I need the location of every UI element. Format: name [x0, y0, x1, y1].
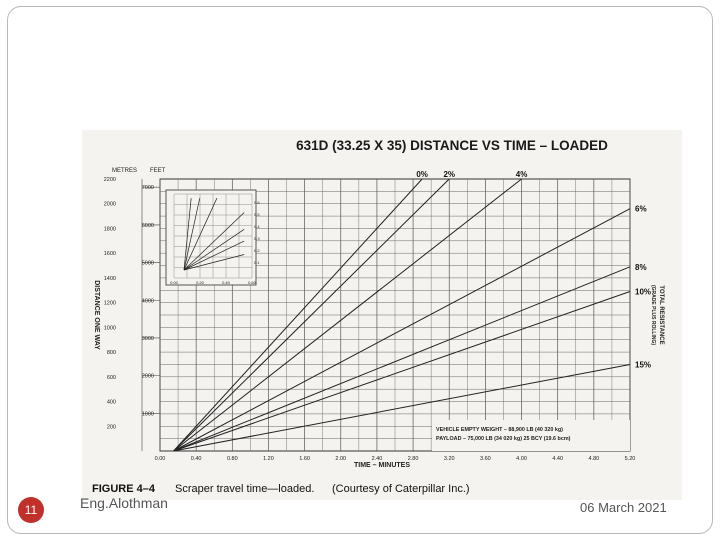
footer-author: Eng.Alothman — [80, 495, 168, 511]
inset-y-tick-label: 0.3 — [254, 236, 260, 241]
y-tick-label-metres: 1000 — [104, 325, 116, 331]
y-tick-label-feet: 2000 — [142, 374, 154, 380]
inset-x-tick-label: 0.20 — [196, 280, 205, 285]
series-line — [173, 178, 522, 452]
y-tick-label-feet: 7000 — [142, 185, 154, 191]
series-line — [173, 208, 631, 452]
inset-series-line — [183, 198, 192, 271]
x-tick-label: 0.80 — [227, 456, 238, 462]
inset-chart: 0.00 0.20 0.40 0.60 0.6 0.5 0.4 0.3 0.2 0.1 — [170, 193, 260, 285]
slide-frame — [7, 6, 713, 534]
inset-series-line — [183, 240, 245, 271]
y-tick-label-feet: 4000 — [142, 298, 154, 304]
y-tick-label-metres: 600 — [107, 375, 116, 381]
y-tick-label-feet: 5000 — [142, 261, 154, 267]
axis-tick-labels: 0.00 0.40 0.80 1.20 1.60 2.00 2.40 2.80 3.20 3.60… — [104, 177, 636, 462]
series-line — [173, 363, 631, 452]
y-tick-label-feet: 3000 — [142, 336, 154, 342]
series-label: 8% — [635, 263, 647, 272]
slide-number-badge: 11 — [18, 497, 44, 523]
series-line — [173, 178, 423, 452]
x-tick-label: 0.40 — [191, 456, 202, 462]
inset-y-tick-label: 0.4 — [254, 224, 260, 229]
series-lines — [173, 178, 631, 452]
series-label: 15% — [635, 360, 651, 369]
x-tick-label: 4.00 — [516, 456, 527, 462]
inset-series-line — [183, 212, 245, 271]
y-tick-label-metres: 200 — [107, 424, 116, 430]
inset-y-tick-label: 0.1 — [254, 260, 260, 265]
series-label: 6% — [635, 205, 647, 214]
inset-x-tick-label: 0.00 — [170, 280, 179, 285]
x-tick-label: 2.40 — [372, 456, 383, 462]
series-line — [173, 178, 450, 452]
inset-y-tick-label: 0.5 — [254, 212, 260, 217]
y-axis-label: DISTANCE ONE WAY — [93, 280, 100, 350]
x-tick-label: 4.40 — [552, 456, 563, 462]
figure-caption-label: FIGURE 4–4 — [92, 483, 156, 495]
series-label: 0% — [416, 170, 428, 179]
inset-series-line — [183, 198, 201, 271]
inset-series-line — [183, 228, 245, 271]
inset-series-line — [183, 254, 245, 271]
y-tick-label-metres: 1400 — [104, 276, 116, 282]
feet-header: FEET — [150, 168, 166, 174]
y-tick-label-metres: 1200 — [104, 301, 116, 307]
x-tick-label: 0.00 — [155, 456, 166, 462]
right-label-total-resistance: TOTAL RESISTANCE — [658, 285, 664, 344]
series-line — [173, 266, 631, 452]
annotation-empty-weight: VEHICLE EMPTY WEIGHT – 88,900 LB (40 320… — [436, 427, 563, 433]
annotation-payload: PAYLOAD – 75,000 LB (34 020 kg) 25 BCY (… — [436, 436, 571, 442]
x-tick-label: 1.60 — [299, 456, 310, 462]
inset-y-tick-label: 0.6 — [254, 200, 260, 205]
right-label-grade-rolling: (GRADE PLUS ROLLING) — [650, 285, 656, 345]
inset-y-tick-label: 0.2 — [254, 248, 260, 253]
y-tick-label-metres: 800 — [107, 350, 116, 356]
series-label: 4% — [516, 170, 528, 179]
x-tick-label: 2.80 — [408, 456, 419, 462]
y-tick-label-feet: 6000 — [142, 223, 154, 229]
inset-x-tick-label: 0.60 — [248, 280, 257, 285]
y-tick-label-metres: 2200 — [104, 177, 116, 183]
figure-caption-credit: (Courtesy of Caterpillar Inc.) — [332, 483, 470, 495]
metres-header: METRES — [112, 168, 137, 174]
y-tick-label-metres: 2000 — [104, 202, 116, 208]
x-tick-label: 2.00 — [335, 456, 346, 462]
x-tick-label: 1.20 — [263, 456, 274, 462]
chart-scan: 631D (33.25 X 35) DISTANCE VS TIME – LOA… — [82, 130, 682, 500]
x-tick-label: 3.60 — [480, 456, 491, 462]
series-labels: 0% 2% 4% 6% 8% 10% 15% — [416, 170, 651, 369]
distance-time-chart: 631D (33.25 X 35) DISTANCE VS TIME – LOA… — [92, 138, 664, 495]
footer-date: 06 March 2021 — [580, 500, 667, 515]
x-tick-label: 4.80 — [588, 456, 599, 462]
series-label: 2% — [443, 170, 455, 179]
annotation-box — [432, 420, 630, 451]
inset-series-line — [183, 198, 218, 271]
figure-caption-text: Scraper travel time—loaded. — [175, 483, 314, 495]
y-tick-label-metres: 1600 — [104, 251, 116, 257]
series-line — [173, 291, 631, 452]
y-tick-label-metres: 1800 — [104, 226, 116, 232]
series-label: 10% — [635, 288, 651, 297]
x-axis-label: TIME – MINUTES — [354, 462, 410, 469]
x-tick-label: 5.20 — [625, 456, 636, 462]
y-tick-label-metres: 400 — [107, 400, 116, 406]
chart-title: 631D (33.25 X 35) DISTANCE VS TIME – LOA… — [296, 138, 608, 153]
x-tick-label: 3.20 — [444, 456, 455, 462]
inset-x-tick-label: 0.40 — [222, 280, 231, 285]
y-tick-label-feet: 1000 — [142, 411, 154, 417]
inset-chart-frame — [165, 189, 257, 286]
